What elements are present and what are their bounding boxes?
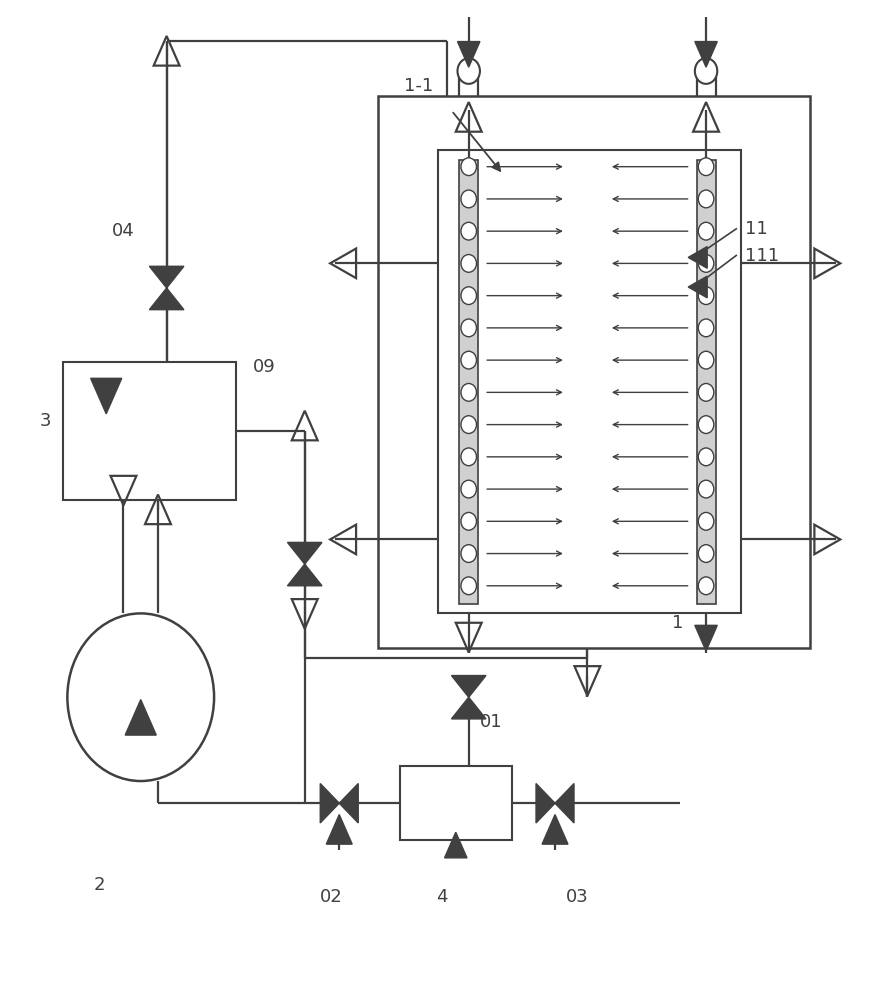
Bar	[460, 160, 478, 604]
Polygon shape	[542, 815, 568, 844]
Circle shape	[698, 577, 714, 595]
Circle shape	[698, 545, 714, 562]
Circle shape	[461, 190, 476, 208]
Circle shape	[461, 577, 476, 595]
Text: 04: 04	[112, 222, 135, 240]
Circle shape	[698, 351, 714, 369]
Polygon shape	[445, 832, 467, 858]
Polygon shape	[452, 676, 486, 697]
Circle shape	[698, 190, 714, 208]
Text: 1: 1	[672, 614, 683, 632]
Bar	[400, 766, 512, 840]
Circle shape	[695, 58, 717, 84]
Circle shape	[458, 58, 480, 84]
Polygon shape	[149, 288, 184, 310]
Polygon shape	[339, 784, 358, 823]
Polygon shape	[688, 276, 707, 298]
Polygon shape	[149, 266, 184, 288]
Text: 03: 03	[567, 888, 589, 906]
Circle shape	[698, 319, 714, 337]
Circle shape	[698, 448, 714, 466]
Polygon shape	[688, 247, 707, 268]
Circle shape	[461, 351, 476, 369]
Polygon shape	[695, 625, 717, 651]
Polygon shape	[288, 542, 322, 564]
Circle shape	[461, 416, 476, 433]
Polygon shape	[536, 784, 555, 823]
Circle shape	[461, 480, 476, 498]
Bar	[378, 96, 809, 648]
Bar	[696, 160, 716, 604]
Text: 11: 11	[745, 220, 767, 238]
Polygon shape	[458, 42, 480, 67]
Circle shape	[698, 287, 714, 305]
Circle shape	[461, 158, 476, 176]
Polygon shape	[90, 378, 122, 414]
Bar	[63, 362, 236, 500]
Bar	[438, 150, 740, 613]
Polygon shape	[125, 700, 156, 735]
Circle shape	[461, 255, 476, 272]
Circle shape	[698, 416, 714, 433]
Polygon shape	[452, 697, 486, 719]
Circle shape	[698, 480, 714, 498]
Text: 3: 3	[39, 412, 51, 430]
Text: 02: 02	[319, 888, 342, 906]
Circle shape	[698, 383, 714, 401]
Text: 4: 4	[436, 888, 447, 906]
Circle shape	[461, 512, 476, 530]
Text: 1-1: 1-1	[404, 77, 433, 95]
Circle shape	[461, 545, 476, 562]
Circle shape	[461, 448, 476, 466]
Polygon shape	[326, 815, 353, 844]
Text: 09: 09	[253, 358, 275, 376]
Text: 111: 111	[745, 247, 779, 265]
Circle shape	[461, 383, 476, 401]
Polygon shape	[555, 784, 574, 823]
Circle shape	[698, 255, 714, 272]
Circle shape	[698, 222, 714, 240]
Circle shape	[698, 158, 714, 176]
Polygon shape	[320, 784, 339, 823]
Text: 01: 01	[480, 713, 503, 731]
Circle shape	[461, 319, 476, 337]
Polygon shape	[288, 564, 322, 586]
Text: 2: 2	[93, 876, 104, 894]
Circle shape	[461, 222, 476, 240]
Circle shape	[461, 287, 476, 305]
Circle shape	[698, 512, 714, 530]
Polygon shape	[695, 42, 717, 67]
